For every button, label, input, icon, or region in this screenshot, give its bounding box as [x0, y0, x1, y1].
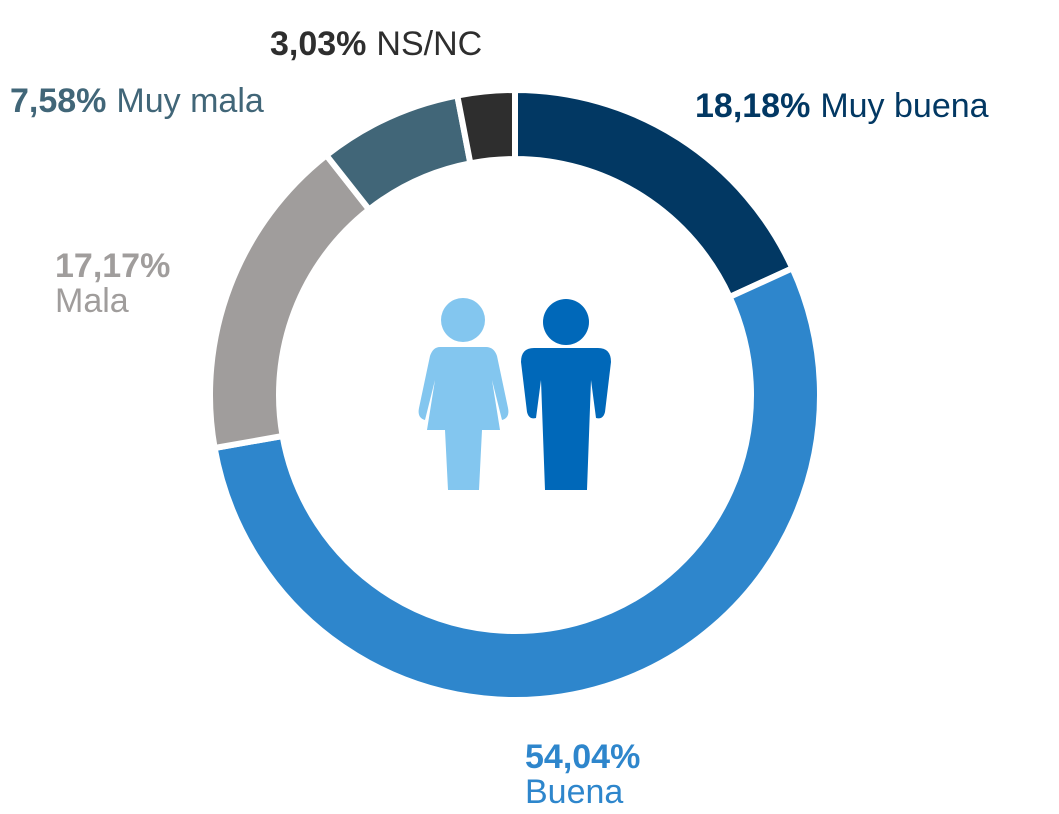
- label-value: 18,18%: [695, 87, 810, 125]
- woman-body: [418, 347, 509, 490]
- label-name: Muy buena: [820, 87, 988, 125]
- label-name: Buena: [525, 773, 623, 809]
- donut-segment: [211, 264, 823, 703]
- donut-segment: [453, 86, 518, 167]
- label-name: NS/NC: [376, 25, 482, 63]
- label-value: 54,04%: [525, 738, 640, 776]
- donut-segment: [207, 151, 374, 452]
- data-label: 17,17% Mala: [55, 247, 170, 320]
- people-icon: [418, 298, 611, 490]
- data-label: 7,58% Muy mala: [10, 82, 264, 120]
- data-label: 18,18% Muy buena: [695, 87, 989, 125]
- label-name: Mala: [55, 282, 129, 320]
- label-value: 17,17%: [55, 247, 170, 285]
- data-label: 54,04% Buena: [525, 738, 640, 809]
- label-name: Muy mala: [116, 82, 263, 120]
- man-body: [521, 348, 611, 490]
- woman-head: [441, 298, 485, 342]
- man-head: [543, 299, 589, 345]
- label-value: 7,58%: [10, 82, 106, 120]
- label-value: 3,03%: [270, 25, 366, 63]
- data-label: 3,03% NS/NC: [270, 25, 482, 63]
